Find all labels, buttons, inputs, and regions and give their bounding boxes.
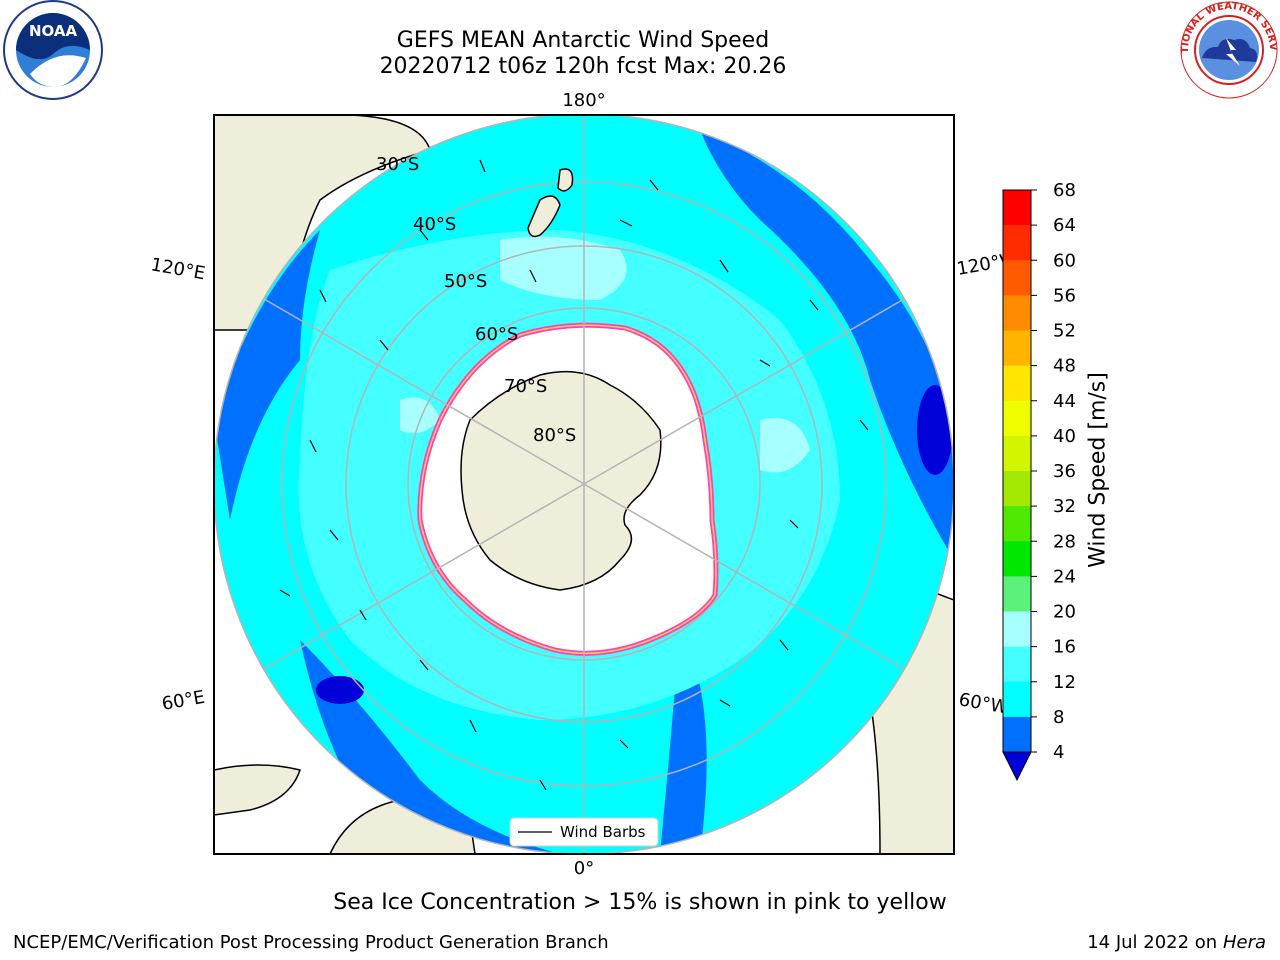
lon-label-120e: 120°E [149, 254, 207, 284]
colorbar-segment [1003, 471, 1031, 507]
wind-barbs [279, 159, 869, 791]
colorbar-tick-label: 56 [1053, 285, 1076, 306]
footer-date: 14 Jul 2022 on Hera [1087, 932, 1266, 953]
colorbar-segment [1003, 716, 1031, 753]
map-title: GEFS MEAN Antarctic Wind Speed [396, 28, 770, 53]
colorbar-tick-label: 44 [1053, 391, 1076, 412]
lat-label-70s: 70°S [504, 376, 547, 397]
lat-label-30s: 30°S [376, 154, 419, 175]
colorbar-tick-label: 8 [1053, 707, 1064, 728]
colorbar-segment [1003, 576, 1031, 612]
nws-logo: NATIONAL WEATHER SERVICE [1176, 0, 1278, 99]
colorbar-tick-label: 48 [1053, 356, 1076, 377]
noaa-logo: NOAA [3, 0, 103, 100]
colorbar-tick-label: 28 [1053, 531, 1076, 552]
lon-label-60e: 60°E [160, 687, 206, 715]
colorbar-segment [1003, 506, 1031, 542]
lon-label-0: 0° [574, 858, 594, 879]
colorbar-tick-label: 60 [1053, 250, 1076, 271]
lat-label-50s: 50°S [444, 271, 487, 292]
colorbar-segment [1003, 190, 1031, 226]
colorbar-tick-label: 52 [1053, 321, 1076, 342]
lat-label-60s: 60°S [475, 324, 518, 345]
lon-label-180: 180° [562, 90, 605, 111]
colorbar-tick-label: 64 [1053, 215, 1076, 236]
lat-label-40s: 40°S [413, 214, 456, 235]
footer-credit: NCEP/EMC/Verification Post Processing Pr… [13, 932, 609, 953]
map-subtitle: 20220712 t06z 120h fcst Max: 20.26 [379, 54, 787, 79]
colorbar-tick-label: 68 [1053, 180, 1076, 201]
footer-date-text: 14 Jul 2022 on [1087, 932, 1223, 953]
colorbar-segment [1003, 225, 1031, 261]
colorbar-segment [1003, 611, 1031, 648]
map-frame [213, 114, 955, 855]
colorbar-label: Wind Speed [m/s] [1085, 372, 1111, 568]
colorbar-extend-arrow [1002, 751, 1032, 782]
sea-ice-caption: Sea Ice Concentration > 15% is shown in … [333, 890, 947, 915]
colorbar-tick-label: 36 [1053, 461, 1076, 482]
colorbar-segment [1003, 330, 1031, 367]
colorbar-segment [1003, 646, 1031, 683]
lat-label-80s: 80°S [533, 425, 576, 446]
noaa-logo-text: NOAA [29, 22, 78, 40]
polar-map: Wind Barbs 30°S 40°S 50°S 60°S 70°S 80°S… [149, 90, 1076, 879]
colorbar-segment [1003, 400, 1031, 437]
lon-label-60w: 60°W [957, 689, 1010, 718]
new-zealand-land [527, 168, 574, 238]
africa-land [214, 764, 301, 816]
colorbar-segment [1003, 541, 1031, 577]
colorbar-tick-label: 40 [1053, 426, 1076, 447]
colorbar-segment [1003, 435, 1031, 472]
colorbar-tick-label: 24 [1053, 566, 1076, 587]
footer-host: Hera [1222, 932, 1266, 953]
colorbar-tick-label: 4 [1053, 742, 1064, 763]
colorbar-segment [1003, 295, 1031, 331]
colorbar-segment [1003, 681, 1031, 718]
legend-box [509, 817, 659, 847]
legend-label: Wind Barbs [560, 823, 646, 841]
antarctica-land [460, 370, 662, 591]
colorbar-segment [1003, 365, 1031, 402]
colorbar [1002, 189, 1032, 782]
colorbar-tick-label: 16 [1053, 637, 1076, 658]
colorbar-tick-label: 12 [1053, 672, 1076, 693]
colorbar-tick-label: 20 [1053, 602, 1076, 623]
colorbar-tick-label: 32 [1053, 496, 1076, 517]
colorbar-segment [1003, 260, 1031, 296]
